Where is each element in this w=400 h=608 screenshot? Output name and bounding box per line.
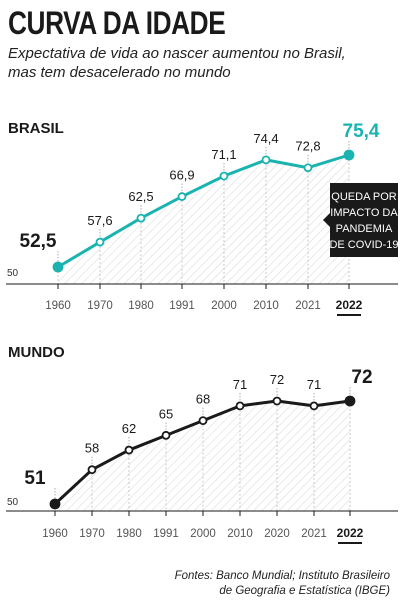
value-label: 71 [307, 377, 321, 392]
x-tick-label: 1980 [116, 528, 142, 540]
chart-title: CURVA DA IDADE [8, 5, 226, 41]
source-line-2: de Geografia e Estatística (IBGE) [219, 585, 390, 597]
x-tick-label: 2021 [295, 300, 321, 312]
data-point [303, 163, 313, 173]
value-label: 65 [159, 406, 173, 421]
x-tick-label: 1991 [169, 300, 195, 312]
baseline-label: 50 [7, 268, 19, 279]
value-label: 68 [196, 392, 210, 407]
x-tick-label: 1980 [128, 300, 154, 312]
value-label: 57,6 [87, 213, 112, 228]
data-point [198, 416, 208, 426]
subtitle-line-1: Expectativa de vida ao nascer aumentou n… [8, 45, 346, 62]
value-label: 52,5 [20, 231, 57, 252]
panel-title: BRASIL [8, 120, 64, 137]
hatched-area [58, 155, 349, 284]
x-tick-label: 1991 [153, 528, 179, 540]
value-label: 72 [351, 367, 372, 388]
brasil-chart: BRASIL 50 1960 1970 1980 1991 2000 2010 2021 2022… [6, 120, 399, 316]
data-point [344, 395, 356, 407]
data-point [136, 213, 146, 223]
callout-text: IMPACTO DA [330, 207, 398, 219]
chart-subtitle: Expectativa de vida ao nascer aumentou n… [8, 44, 388, 82]
mundo-chart: MUNDO 50 1960 1970 1980 1991 2000 2010 2020 2021 2… [6, 344, 398, 544]
data-point [95, 237, 105, 247]
callout-pointer [323, 213, 330, 227]
value-label: 74,4 [253, 131, 278, 146]
data-point [235, 401, 245, 411]
data-point [177, 192, 187, 201]
value-label: 58 [85, 441, 99, 456]
x-tick-label: 2022 [337, 526, 364, 540]
x-tick-label: 1960 [42, 528, 68, 540]
data-point [49, 498, 61, 510]
value-label: 71,1 [211, 147, 236, 162]
value-label: 71 [233, 377, 247, 392]
source-note: Fontes: Banco Mundial; Instituto Brasile… [175, 569, 390, 599]
callout-text: QUEDA POR [331, 191, 396, 203]
x-tick-label: 2021 [301, 528, 327, 540]
x-tick-label: 2010 [227, 528, 253, 540]
data-point [343, 149, 355, 161]
data-point [87, 465, 97, 475]
value-label: 72,8 [295, 139, 320, 154]
source-line-1: Fontes: Banco Mundial; Instituto Brasile… [174, 570, 390, 582]
x-tick-label: 2022 [336, 298, 363, 312]
x-tick-label: 2020 [264, 528, 290, 540]
data-point [261, 155, 271, 165]
data-point [124, 445, 134, 455]
x-tick-label: 2010 [253, 300, 279, 312]
data-point [161, 430, 171, 440]
value-label: 51 [24, 468, 46, 489]
data-point [219, 171, 229, 181]
baseline-label: 50 [7, 497, 19, 508]
value-label: 62,5 [128, 189, 153, 204]
callout-text: DE COVID-19 [329, 239, 398, 251]
series-line [57, 153, 350, 269]
value-label: 62 [122, 421, 136, 436]
x-tick-label: 1970 [87, 300, 113, 312]
x-tick-label: 1970 [79, 528, 105, 540]
panel-title: MUNDO [8, 344, 65, 361]
x-tick-label: 2000 [190, 528, 216, 540]
value-label: 66,9 [169, 168, 194, 183]
value-label: 75,4 [343, 121, 380, 142]
callout-text: PANDEMIA [336, 223, 393, 235]
value-label: 72 [270, 372, 284, 387]
subtitle-line-2: mas tem desacelerado no mundo [8, 64, 231, 81]
callout-box [330, 183, 398, 257]
data-point [52, 261, 64, 273]
data-point [272, 396, 282, 406]
x-tick-label: 1960 [45, 300, 71, 312]
x-tick-label: 2000 [211, 300, 237, 312]
data-point [309, 401, 319, 411]
